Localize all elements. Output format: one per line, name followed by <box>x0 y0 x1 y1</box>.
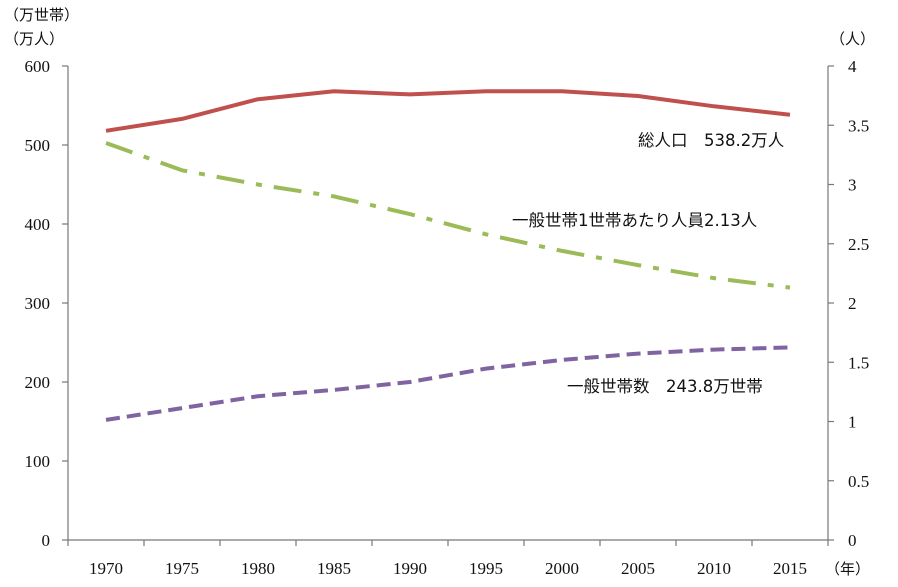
x-tick-label: 2000 <box>545 559 579 578</box>
x-axis-unit: （年） <box>825 560 870 578</box>
right-tick-label: 3 <box>848 176 857 195</box>
x-tick-label: 1980 <box>241 559 275 578</box>
x-tick-label: 1975 <box>165 559 199 578</box>
x-tick-label: 2010 <box>697 559 731 578</box>
left-tick-label: 500 <box>25 136 51 155</box>
x-axis-ticks: 1970 1975 1980 1985 1990 1995 2000 2005 2010 2015 <box>67 540 829 578</box>
x-tick-label: 1985 <box>317 559 351 578</box>
right-axis-unit: （人） <box>830 30 875 48</box>
right-axis-ticks: 0 0.5 1 1.5 2 2.5 3 3.5 4 <box>828 57 869 550</box>
left-tick-label: 0 <box>42 531 51 550</box>
series-line-0 <box>105 89 791 133</box>
x-tick-label: 1995 <box>469 559 503 578</box>
series-line-2 <box>105 345 791 422</box>
x-tick-label: 2015 <box>773 559 807 578</box>
right-tick-label: 3.5 <box>848 116 869 135</box>
left-tick-label: 200 <box>25 373 51 392</box>
right-tick-label: 1 <box>848 413 857 432</box>
x-tick-label: 1970 <box>89 559 123 578</box>
right-tick-label: 4 <box>848 57 857 76</box>
series-line-1 <box>105 141 791 290</box>
left-tick-label: 100 <box>25 452 51 471</box>
left-tick-label: 600 <box>25 57 51 76</box>
left-axis-unit-1: （万世帯） <box>4 6 79 24</box>
x-tick-label: 1990 <box>393 559 427 578</box>
x-tick-label: 2005 <box>621 559 655 578</box>
left-axis-unit-2: （万人） <box>4 30 64 48</box>
right-tick-label: 0 <box>848 531 857 550</box>
left-tick-label: 300 <box>25 294 51 313</box>
left-axis-ticks: 0 100 200 300 400 500 600 <box>25 57 68 550</box>
left-tick-label: 400 <box>25 215 51 234</box>
right-tick-label: 0.5 <box>848 472 869 491</box>
series-lines <box>105 89 791 422</box>
household-count-label: 一般世帯数 243.8万世帯 <box>567 377 763 396</box>
right-tick-label: 2.5 <box>848 235 869 254</box>
population-label: 総人口 538.2万人 <box>638 131 784 150</box>
household-size-label: 一般世帯1世帯あたり人員2.13人 <box>512 211 757 230</box>
right-tick-label: 2 <box>848 294 857 313</box>
right-tick-label: 1.5 <box>848 353 869 372</box>
